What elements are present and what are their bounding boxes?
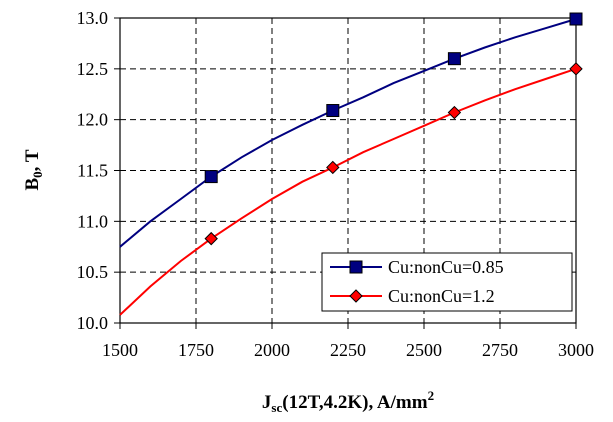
y-axis-title-main: B [22, 178, 43, 191]
legend-marker-0 [349, 260, 363, 274]
x-axis-title-rest: (12T,4.2K), A/mm [282, 392, 427, 413]
series-line-1 [119, 67, 577, 316]
legend: Cu:nonCu=0.85 Cu:nonCu=1.2 [321, 252, 573, 312]
x-tick-label: 2750 [482, 340, 518, 360]
series-1-point [204, 231, 218, 246]
y-tick-label: 11.0 [77, 211, 108, 231]
series-0-point [569, 12, 583, 26]
y-tick-label: 12.0 [77, 110, 109, 130]
y-tick-label: 12.5 [77, 59, 109, 79]
x-axis-title: Jsc(12T,4.2K), A/mm2 [262, 388, 434, 415]
y-tick-label: 10.0 [77, 313, 109, 333]
x-tick-label: 2250 [330, 340, 366, 360]
legend-box [321, 252, 573, 312]
series-line-0 [119, 18, 577, 248]
y-axis-title: B0, T [22, 149, 45, 190]
y-axis-title-subscript: 0 [30, 171, 45, 178]
series-0-point [447, 52, 461, 66]
x-axis-title-superscript: 2 [428, 388, 435, 403]
x-tick-label: 3000 [558, 340, 594, 360]
series-1-point [326, 160, 340, 175]
series-layer [119, 12, 583, 316]
series-0-point [326, 104, 340, 118]
legend-label-0: Cu:nonCu=0.85 [388, 257, 504, 277]
x-tick-label: 2000 [254, 340, 290, 360]
x-tick-label: 1750 [178, 340, 214, 360]
tick-labels: 1500 1750 2000 2250 2500 2750 3000 10.0 10.5 11.0… [77, 8, 595, 360]
y-axis-title-rest: , T [22, 149, 43, 171]
x-tick-label: 1500 [102, 340, 138, 360]
series-0-point [204, 170, 218, 184]
series-1-point [447, 105, 462, 120]
x-axis-title-subscript: sc [271, 400, 282, 415]
x-tick-label: 2500 [406, 340, 442, 360]
legend-marker-1 [349, 289, 363, 303]
x-axis-title-main: J [262, 392, 272, 413]
y-tick-label: 13.0 [77, 8, 109, 28]
y-tick-label: 11.5 [77, 161, 108, 181]
series-1-point [569, 62, 583, 76]
legend-label-1: Cu:nonCu=1.2 [388, 286, 495, 306]
y-tick-label: 10.5 [77, 262, 109, 282]
